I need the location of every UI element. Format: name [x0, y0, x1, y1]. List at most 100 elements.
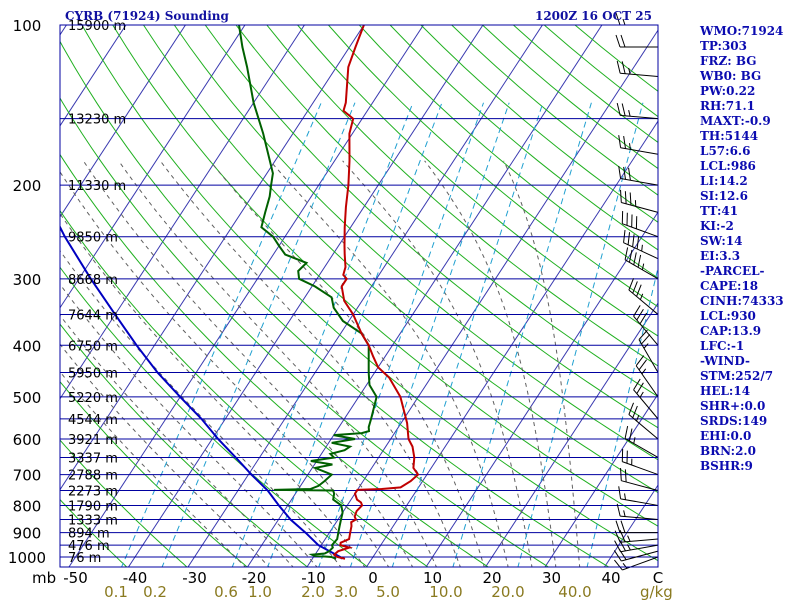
index-row: WMO:71924: [700, 24, 784, 38]
wind-barb-flag: [620, 189, 622, 203]
pressure-tick-label: 700: [13, 467, 42, 485]
mixing-ratio-tick-label: 40.0: [558, 583, 591, 600]
temperature-tick-label: 30: [542, 569, 561, 587]
index-row: MAXT:-0.9: [700, 114, 771, 128]
mixing-ratio-unit-label: g/kg: [640, 583, 673, 600]
wind-barb-flag: [614, 530, 621, 543]
wind-barb-staff: [633, 315, 659, 346]
wind-barb-flag: [632, 234, 635, 247]
wind-barb-flag: [620, 520, 626, 533]
dry-adiabat: [60, 380, 248, 567]
wind-barb-flag: [621, 61, 626, 74]
wind-barb: [615, 520, 658, 534]
height-label: 6750 m: [68, 339, 118, 354]
wind-barb-flag: [633, 252, 637, 265]
wind-barb-staff: [620, 498, 659, 506]
wind-barb-staff: [624, 259, 659, 280]
height-label: 3337 m: [68, 451, 118, 466]
index-row: TP:303: [700, 39, 748, 53]
wind-barb-flag: [629, 192, 632, 206]
index-row: BRN:2.0: [700, 444, 756, 458]
height-label: 13230 m: [68, 113, 126, 128]
wind-barb-flag: [618, 135, 622, 148]
moist-adiabat: [159, 160, 461, 567]
wind-barb-flag: [633, 305, 641, 317]
wind-barb-flag: [623, 166, 626, 180]
wind-barb-flag: [619, 539, 626, 552]
index-row: HEL:14: [700, 384, 751, 398]
mixing-ratio-tick-label: 0.1: [104, 583, 128, 600]
temperature-tick-label: 20: [482, 569, 501, 587]
wind-barb-staff: [620, 544, 659, 553]
pressure-tick-label: 1000: [8, 549, 46, 567]
height-label: 9850 m: [68, 231, 118, 246]
isotherm-line: [60, 25, 365, 491]
isotherm-line: [306, 29, 658, 567]
temperature-profile-line: [332, 25, 420, 560]
index-row: TH:5144: [700, 129, 759, 143]
wind-barb: [620, 189, 659, 213]
isotherm-line: [187, 25, 544, 567]
wind-barb-staff: [620, 178, 659, 186]
index-row: LFC:-1: [700, 339, 745, 353]
pressure-tick-label: 500: [13, 389, 42, 407]
wind-barb-staff: [638, 339, 659, 373]
moist-adiabat: [60, 212, 366, 567]
pressure-tick-label: 200: [13, 177, 42, 195]
wind-barb-flag: [636, 284, 642, 297]
wind-barb-staff: [621, 480, 659, 492]
isotherm-line: [365, 120, 658, 567]
index-row: SI:12.6: [700, 189, 748, 203]
wind-barb-flag: [623, 135, 626, 149]
wind-barb-half-flag: [633, 437, 636, 444]
mixing-ratio-tick-label: 5.0: [376, 583, 400, 600]
temperature-tick-label: 40: [601, 569, 620, 587]
mixing-ratio-tick-label: 2.0: [301, 583, 325, 600]
dry-adiabat: [60, 498, 128, 567]
index-row: RH:71.1: [700, 99, 755, 113]
wind-barb-flag: [632, 281, 638, 294]
temperature-tick-label: 0: [368, 569, 378, 587]
wind-barb-staff: [620, 538, 659, 543]
wind-barb-half-flag: [641, 244, 643, 252]
profiles: [60, 25, 420, 560]
wind-barb: [628, 402, 659, 440]
wind-barb-staff: [623, 242, 659, 260]
wind-barb-flag: [615, 520, 621, 533]
wind-barb-half-flag: [627, 535, 631, 542]
height-label: 5220 m: [68, 391, 118, 406]
wind-barb-flag: [616, 102, 621, 116]
height-label: 8668 m: [68, 273, 118, 288]
wind-barb-half-flag: [643, 343, 649, 349]
wind-barb-flag: [624, 191, 627, 204]
isotherm-line: [246, 25, 603, 567]
wind-barb-half-flag: [629, 143, 631, 150]
wind-barb-half-flag: [628, 67, 631, 75]
height-label: 2788 m: [68, 469, 118, 484]
wind-barb-flag: [614, 559, 623, 571]
wind-barb-staff: [620, 114, 659, 120]
wind-barb-flag: [620, 468, 622, 481]
moist-adiabat: [269, 160, 509, 567]
index-row: LCL:930: [700, 309, 756, 323]
height-label: 1790 m: [68, 499, 118, 514]
moist-adiabat: [82, 160, 414, 567]
wind-barb-staff: [622, 556, 659, 571]
mixing-ratio-tick-label: 10.0: [429, 583, 462, 600]
temperature-tick-label: -10: [301, 569, 326, 587]
isotherm-line: [127, 25, 484, 567]
wind-barb-flag: [636, 308, 644, 321]
height-label: 15900 m: [68, 19, 126, 34]
pressure-unit-label: mb: [32, 569, 56, 587]
wind-barb-staff: [620, 147, 659, 155]
height-label: 76 m: [68, 551, 101, 566]
wind-barb-half-flag: [641, 368, 647, 375]
wind-barb: [633, 305, 659, 346]
pressure-tick-label: 900: [13, 525, 42, 543]
height-label: 11330 m: [68, 179, 126, 194]
wind-barb: [635, 355, 659, 398]
wind-barb-staff: [620, 72, 659, 78]
wind-barb-staff: [621, 550, 659, 562]
wind-barb-flag: [618, 165, 622, 179]
